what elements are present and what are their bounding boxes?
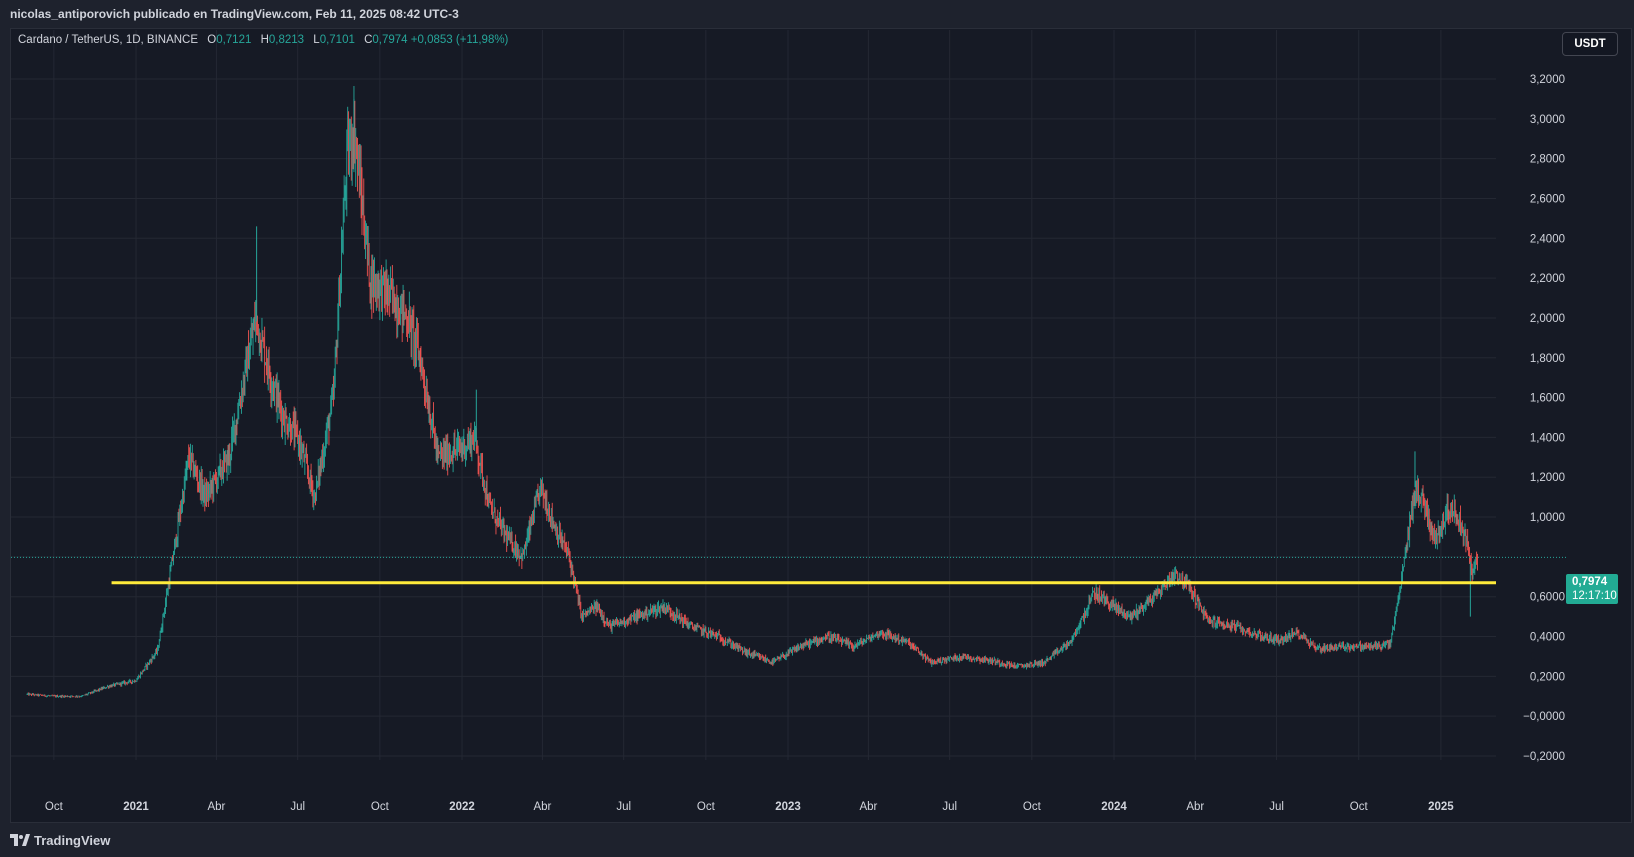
last-price-tag: 0,7974 12:17:10 — [1566, 574, 1618, 604]
y-axis-tick-label: 0,2000 — [1530, 671, 1565, 683]
y-axis-tick-label: 0,4000 — [1530, 632, 1565, 644]
x-axis-tick-label: Oct — [697, 801, 716, 813]
x-axis-tick-label: Oct — [371, 801, 390, 813]
chart-frame[interactable] — [10, 28, 1632, 823]
y-axis-tick-label: 0,6000 — [1530, 592, 1565, 604]
y-axis-tick-label: 1,0000 — [1530, 512, 1565, 524]
y-axis-tick-label: 2,8000 — [1530, 154, 1565, 166]
y-axis-tick-label: 2,4000 — [1530, 233, 1565, 245]
x-axis-tick-label: Jul — [290, 801, 305, 813]
high-value: 0,8213 — [268, 34, 305, 46]
y-axis-tick-label: 2,0000 — [1530, 313, 1565, 325]
x-axis-tick-label: 2022 — [449, 801, 475, 813]
x-axis-tick-label: Oct — [45, 801, 64, 813]
symbol-name: Cardano / TetherUS, 1D, BINANCE — [18, 34, 199, 46]
y-axis-tick-label: 2,2000 — [1530, 273, 1565, 285]
y-axis-tick-label: −0,2000 — [1523, 751, 1565, 763]
open-value: 0,7121 — [216, 34, 252, 46]
close-value: 0,7974 — [372, 34, 408, 46]
change-value: +0,0853 (+11,98%) — [410, 34, 509, 46]
low-label: L — [313, 34, 320, 46]
x-axis-tick-label: Jul — [1269, 801, 1284, 813]
x-axis-tick-label: Abr — [533, 801, 551, 813]
open-label: O — [207, 34, 217, 46]
y-axis-tick-label: 1,6000 — [1530, 393, 1565, 405]
tradingview-logo-icon — [10, 834, 30, 846]
bar-countdown: 12:17:10 — [1572, 590, 1617, 602]
tradingview-brand[interactable]: TradingView — [10, 830, 110, 850]
low-value: 0,7101 — [319, 34, 355, 46]
y-axis-tick-label: 1,4000 — [1530, 432, 1565, 444]
x-axis-tick-label: 2023 — [775, 801, 801, 813]
x-axis-tick-label: Jul — [616, 801, 631, 813]
x-axis-tick-label: 2024 — [1101, 801, 1127, 813]
currency-button[interactable]: USDT — [1562, 32, 1618, 56]
high-label: H — [260, 34, 269, 46]
x-axis-tick-label: Oct — [1023, 801, 1042, 813]
y-axis-tick-label: 3,2000 — [1530, 74, 1565, 86]
x-axis-tick-label: Abr — [859, 801, 877, 813]
y-axis-tick-label: 3,0000 — [1530, 114, 1565, 126]
x-axis-tick-label: 2025 — [1428, 801, 1454, 813]
symbol-legend: Cardano / TetherUS, 1D, BINANCE O0,7121 … — [18, 34, 508, 46]
x-axis-tick-label: Abr — [207, 801, 225, 813]
y-axis-tick-label: 1,8000 — [1530, 353, 1565, 365]
close-label: C — [364, 34, 373, 46]
y-axis-tick-label: −0,0000 — [1523, 711, 1565, 723]
x-axis-tick-label: Abr — [1186, 801, 1204, 813]
x-axis-tick-label: Jul — [942, 801, 957, 813]
last-price: 0,7974 — [1572, 576, 1608, 588]
x-axis-tick-label: 2021 — [123, 801, 149, 813]
attribution-text: nicolas_antiporovich publicado en Tradin… — [10, 7, 459, 21]
x-axis-tick-label: Oct — [1350, 801, 1369, 813]
y-axis-tick-label: 1,2000 — [1530, 472, 1565, 484]
y-axis-tick-label: 2,6000 — [1530, 193, 1565, 205]
brand-name: TradingView — [34, 832, 111, 848]
candles — [26, 85, 1478, 699]
